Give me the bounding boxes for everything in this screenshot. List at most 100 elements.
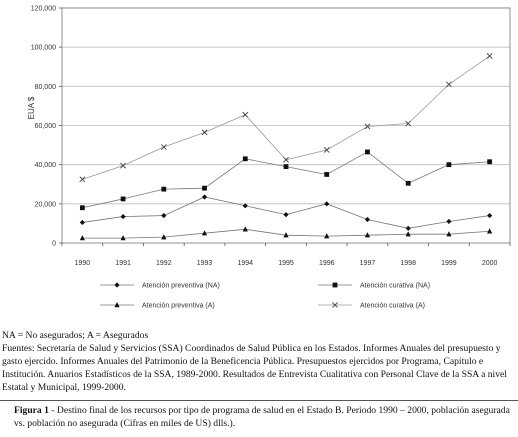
- figure-caption-text: - Destino final de los recursos por tipo…: [14, 405, 510, 429]
- x-tick-labels: 1990 1991 1992 1993 1994 1995 1996 1997 1998 1999…: [75, 260, 498, 267]
- data-point: [242, 226, 248, 232]
- x-tick-label: 1990: [75, 260, 91, 267]
- legend-label: Atención curativa (A): [360, 303, 425, 310]
- data-point: [324, 233, 330, 239]
- y-tick-label: 0: [52, 241, 56, 248]
- data-point: [405, 231, 411, 237]
- y-tick-label: 100,000: [31, 45, 56, 52]
- data-point: [405, 180, 411, 186]
- sources-note: Fuentes: Secretaría de Salud y Servicios…: [2, 343, 507, 393]
- point-mark-stroke: [120, 162, 127, 169]
- data-point: [120, 213, 126, 220]
- data-point: [79, 219, 85, 226]
- data-point: [201, 194, 208, 200]
- notes: NA = No asegurados; A = Asegurados Fuent…: [2, 329, 516, 394]
- y-tick-label: 40,000: [35, 162, 57, 169]
- data-point: [487, 159, 493, 165]
- data-point: [324, 172, 330, 177]
- plot-frame: [61, 7, 511, 244]
- legend: Atención preventiva (NA) Atención curativ…: [100, 282, 430, 310]
- data-point: [283, 164, 289, 170]
- x-tick-label: 1993: [197, 260, 213, 267]
- legend-marker: [332, 282, 338, 288]
- figure-caption: Figura 1 - Destino final de los recursos…: [14, 404, 514, 430]
- x-tick-label: 1995: [278, 260, 294, 267]
- legend-marker: [332, 302, 338, 308]
- point-mark-stroke: [405, 120, 412, 127]
- data-point: [120, 235, 126, 241]
- figure-label: Figura 1: [14, 405, 49, 416]
- y-tick-label: 120,000: [31, 6, 56, 13]
- data-point: [364, 216, 371, 223]
- data-point: [446, 162, 452, 168]
- data-point: [446, 218, 452, 225]
- point-mark-stroke: [323, 147, 330, 153]
- point-mark-stroke: [79, 176, 86, 183]
- y-axis-label: EUA $: [27, 96, 36, 119]
- x-tick-label: 1991: [115, 260, 131, 267]
- point-mark-stroke: [445, 81, 452, 88]
- data-point: [161, 234, 167, 240]
- gridlines: [62, 7, 510, 205]
- data-point: [486, 53, 493, 59]
- series-2: [79, 149, 493, 211]
- data-point: [445, 81, 452, 88]
- data-point: [405, 225, 411, 231]
- legend-label: Atención curativa (NA): [360, 283, 430, 290]
- x-tick-label: 2000: [482, 260, 498, 267]
- legend-item: Atención preventiva (A): [100, 302, 215, 310]
- point-mark-stroke: [201, 129, 208, 136]
- data-point: [324, 201, 330, 207]
- legend-item: Atención preventiva (NA): [100, 282, 220, 290]
- point-mark-stroke: [364, 123, 371, 130]
- axes: [59, 7, 511, 246]
- data-point: [487, 212, 493, 219]
- data-point: [365, 149, 370, 155]
- legend-label: Atención preventiva (A): [142, 303, 215, 310]
- data-point: [160, 144, 167, 150]
- abbreviation-note: NA = No asegurados; A = Asegurados: [2, 330, 149, 341]
- y-tick-labels: 0 20,000 40,000 60,000 80,000 100,000 120,000: [31, 6, 56, 248]
- data-point: [242, 156, 248, 162]
- data-point: [201, 129, 208, 136]
- data-point: [79, 235, 85, 241]
- series-1: [79, 194, 493, 231]
- series-4: [79, 53, 493, 183]
- data-point: [120, 162, 127, 169]
- legend-marker: [114, 302, 120, 308]
- point-mark-stroke: [160, 144, 167, 150]
- data-point: [120, 196, 126, 202]
- series-group: [79, 53, 493, 241]
- data-point: [202, 185, 207, 191]
- data-point: [446, 231, 452, 237]
- data-point: [161, 212, 167, 219]
- legend-item: Atención curativa (NA): [318, 283, 430, 290]
- data-point: [405, 120, 412, 127]
- data-point: [242, 111, 249, 118]
- point-mark-stroke: [486, 53, 493, 59]
- legend-marker: [114, 282, 120, 288]
- data-point: [79, 205, 85, 211]
- y-tick-label: 60,000: [35, 123, 57, 130]
- x-tick-label: 1992: [156, 260, 172, 267]
- legend-item: Atención curativa (A): [318, 302, 425, 310]
- data-point: [79, 176, 86, 183]
- series-line: [82, 55, 490, 180]
- series-3: [79, 226, 493, 241]
- data-point: [364, 123, 371, 130]
- x-tick-label: 1997: [360, 260, 376, 267]
- point-mark-stroke: [242, 111, 249, 118]
- legend-label: Atención preventiva (NA): [142, 283, 220, 290]
- y-tick-label: 80,000: [35, 84, 57, 91]
- x-tick-label: 1998: [400, 260, 416, 267]
- line-chart: 020,00040,00060,00080,000100,000120,000 …: [27, 6, 511, 310]
- data-point: [323, 147, 330, 153]
- data-point: [283, 212, 289, 218]
- data-point: [201, 230, 208, 236]
- x-tick-label: 1996: [319, 260, 335, 267]
- point-mark-stroke: [283, 156, 289, 163]
- data-point: [161, 186, 167, 192]
- data-point: [364, 232, 371, 238]
- data-point: [242, 203, 248, 209]
- data-point: [283, 156, 289, 163]
